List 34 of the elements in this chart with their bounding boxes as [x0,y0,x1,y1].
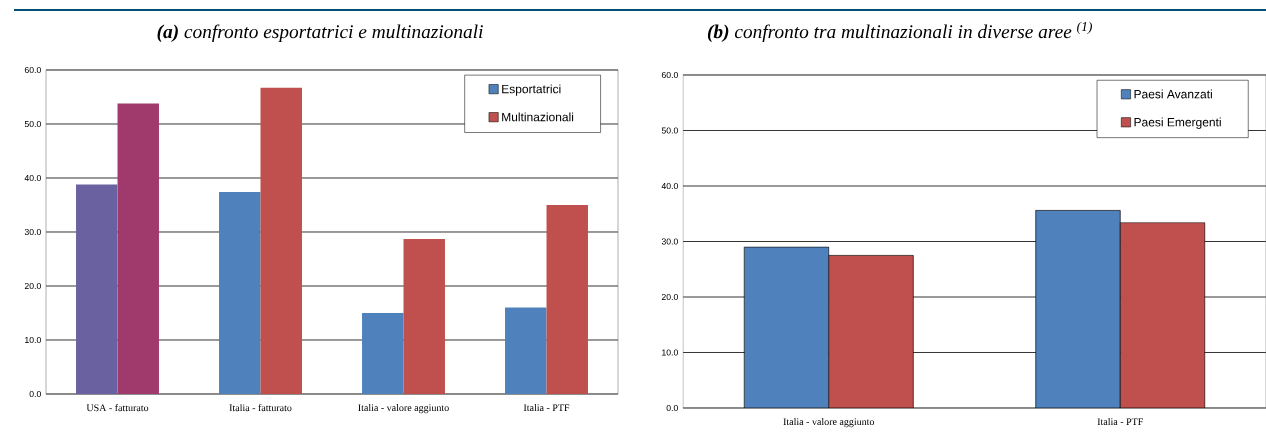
bar [260,87,302,394]
bar [117,103,159,394]
y-tick-label: 60.0 [661,71,678,79]
y-tick-label: 20.0 [661,293,678,301]
legend-label: Paesi Avanzati [1134,89,1212,99]
y-tick-label: 10.0 [662,349,678,356]
y-tick-label: 10.0 [25,336,41,344]
chart-title: (a) confronto esportatrici e multinazionali [157,24,483,43]
x-tick-label: USA - fatturato [86,404,149,412]
x-tick-label: Italia - PTF [523,404,570,412]
y-tick-label: 40.0 [661,182,678,190]
bar [403,239,445,394]
y-tick-label: 30.0 [24,228,41,236]
x-tick-label: Italia - fatturato [229,404,292,412]
y-tick-label: 50.0 [661,127,678,134]
bar [546,205,588,394]
x-tick-label: Italia - PTF [1097,418,1143,426]
legend-label: Paesi Emergenti [1134,117,1221,129]
chart-title: (b) confronto tra multinazionali in diverse aree $^{(1)}$ [707,21,1092,43]
bar [362,313,404,394]
y-tick-label: 40.0 [24,174,41,182]
bar [219,192,261,394]
y-tick-label: 0.0 [666,404,678,412]
legend-label: Multinazionali [502,112,574,122]
legend-label: Esportatrici [502,84,561,96]
bar [76,184,118,394]
y-tick-label: 20.0 [24,282,41,290]
y-tick-label: 60.0 [24,66,41,74]
y-tick-label: 0.0 [29,390,41,398]
x-tick-label: Italia - valore aggiunto [358,404,449,414]
x-tick-label: Italia - valore aggiunto [783,418,875,428]
bar [505,307,547,394]
y-tick-label: 30.0 [661,238,678,245]
y-tick-label: 50.0 [24,120,41,128]
